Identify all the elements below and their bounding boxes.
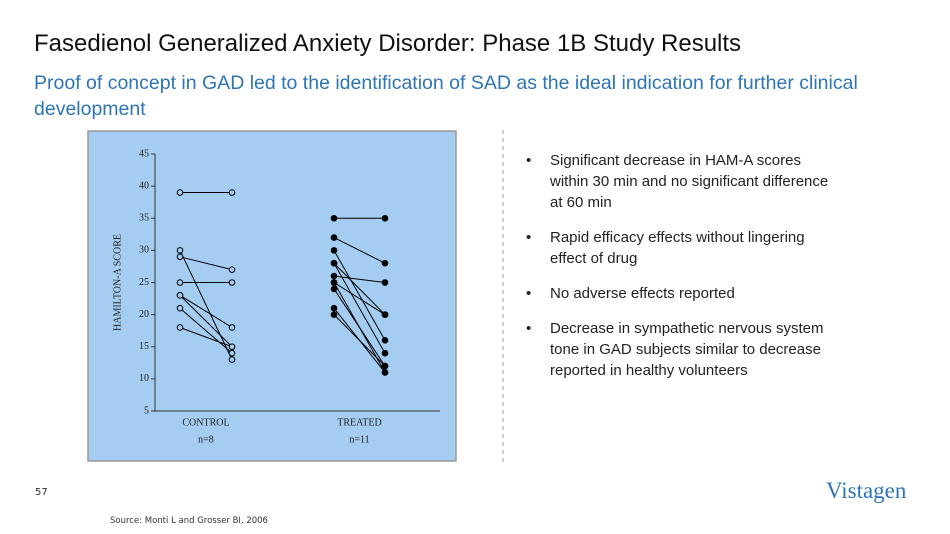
bullet: Significant decrease in HAM-A scores wit… [522, 150, 832, 213]
subject-line [333, 288, 386, 367]
point [228, 279, 236, 286]
y-tick-label: 10 [139, 373, 149, 384]
bullet: Rapid efficacy effects without lingering… [522, 227, 832, 269]
subject-line [333, 314, 386, 367]
bullet-list: Significant decrease in HAM-A scores wit… [522, 150, 832, 395]
chart-background [87, 130, 457, 462]
subject-line [179, 256, 233, 271]
point [381, 214, 389, 222]
subject-line [333, 262, 386, 315]
point [381, 337, 389, 344]
category-label: CONTROL [182, 417, 229, 428]
point [228, 343, 236, 351]
subject-line [333, 250, 386, 341]
point [330, 214, 338, 222]
point [330, 285, 338, 293]
y-tick-label: 30 [139, 245, 149, 256]
group-note: n=8 [198, 434, 214, 445]
point [330, 234, 338, 241]
subject-line [179, 327, 233, 348]
point [228, 266, 236, 273]
point [330, 304, 338, 312]
point [176, 253, 184, 261]
slide-subtitle: Proof of concept in GAD led to the ident… [34, 72, 858, 120]
y-axis-label: HAMILTON-A SCORE [112, 234, 123, 331]
y-tick-label: 15 [139, 341, 149, 352]
point [176, 279, 184, 286]
y-tick-label: 40 [139, 180, 149, 191]
point [176, 304, 184, 312]
category-label: TREATED [337, 417, 381, 428]
point [330, 311, 338, 318]
point [228, 189, 236, 196]
point [176, 292, 184, 299]
subject-line [333, 262, 386, 354]
point [381, 369, 389, 376]
subject-line [179, 294, 233, 348]
point [381, 362, 389, 370]
point [330, 272, 338, 280]
y-tick-label: 45 [139, 148, 149, 159]
slide-title: Fasedienol Generalized Anxiety Disorder:… [34, 30, 742, 57]
point [228, 356, 236, 363]
bullet: Decrease in sympathetic nervous system t… [522, 318, 832, 381]
y-tick-label: 5 [144, 405, 149, 416]
point [228, 324, 236, 331]
page-number: 57 [35, 487, 48, 498]
point [176, 247, 184, 254]
bullet: No adverse effects reported [522, 283, 832, 304]
point [228, 349, 236, 357]
point [330, 279, 338, 286]
subject-line [179, 250, 233, 360]
y-tick-label: 20 [139, 309, 149, 320]
point [330, 259, 338, 267]
subject-line [333, 237, 386, 264]
subject-line [333, 282, 386, 316]
point [381, 311, 389, 318]
point [330, 247, 338, 254]
source-note: Source: Monti L and Grosser BI, 2006 [110, 516, 268, 526]
point [381, 349, 389, 357]
y-tick-label: 25 [139, 277, 149, 288]
y-tick-label: 35 [139, 213, 149, 224]
point [381, 279, 389, 286]
point [176, 189, 184, 196]
subject-line [333, 275, 386, 283]
point [381, 259, 389, 267]
subject-line [179, 294, 233, 328]
logo: Vistagen [826, 478, 907, 503]
point [176, 324, 184, 331]
group-note: n=11 [349, 434, 369, 445]
subject-line [179, 307, 233, 354]
